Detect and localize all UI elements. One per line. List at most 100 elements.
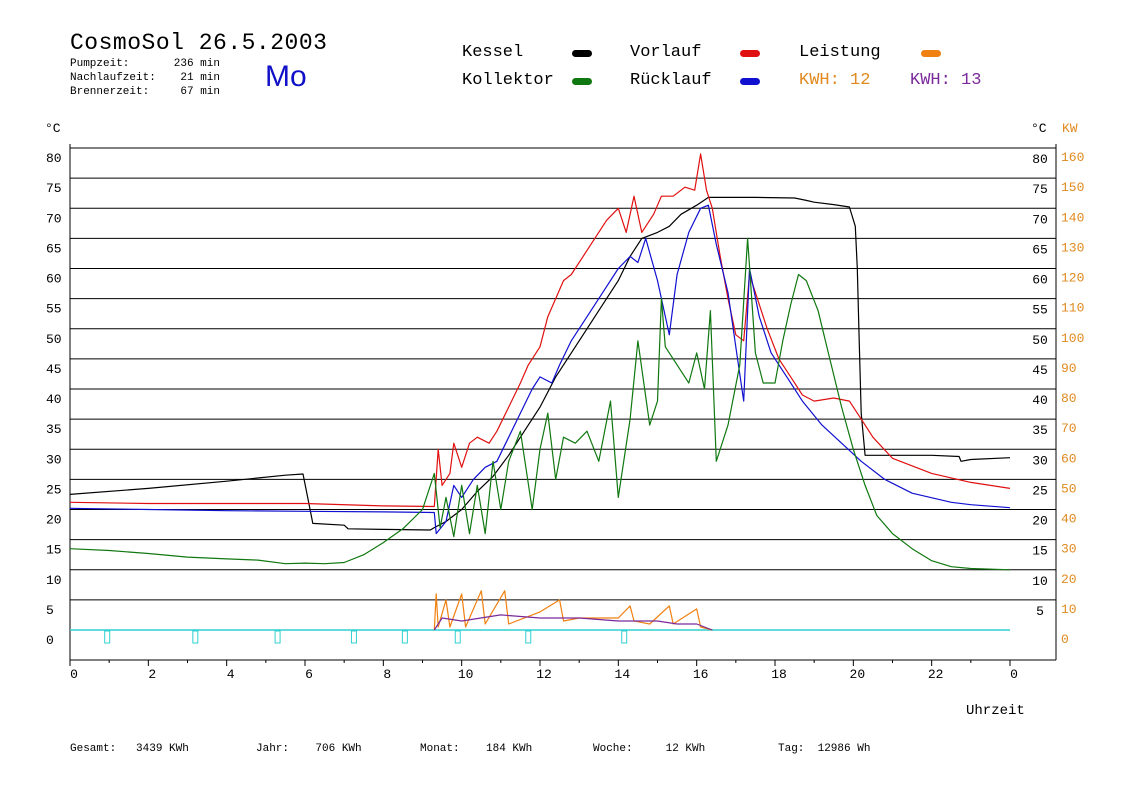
legend-kollektor-label: Kollektor bbox=[462, 71, 554, 90]
legend-kessel-swatch bbox=[572, 50, 592, 57]
y-tick-label-right: 15 bbox=[1032, 544, 1048, 559]
legend-leistung-swatch bbox=[921, 50, 941, 57]
y2-tick-label: 80 bbox=[1061, 391, 1077, 406]
legend-ruecklauf-label: Rücklauf bbox=[630, 71, 712, 90]
stat-label: Pumpzeit: bbox=[70, 58, 130, 70]
y-tick-label-right: 35 bbox=[1032, 423, 1048, 438]
y-tick-label-left: 75 bbox=[46, 181, 62, 196]
x-tick-label: 2 bbox=[148, 667, 156, 682]
y2-tick-label: 90 bbox=[1061, 361, 1077, 376]
stat-nachlaufzeit: Nachlaufzeit: 21 min bbox=[70, 72, 220, 84]
y-axis-unit-left: °C bbox=[45, 121, 61, 136]
legend-kessel-label: Kessel bbox=[462, 43, 524, 62]
y-tick-label-left: 30 bbox=[46, 452, 62, 467]
legend-ruecklauf-swatch bbox=[740, 78, 760, 85]
footer-gesamt: Gesamt: 3439 KWh bbox=[70, 743, 189, 755]
y-tick-label-left: 40 bbox=[46, 392, 62, 407]
x-tick-label: 12 bbox=[536, 667, 552, 682]
x-tick-label: 8 bbox=[383, 667, 391, 682]
y2-axis-unit: KW bbox=[1062, 121, 1078, 136]
y2-tick-label: 100 bbox=[1061, 331, 1084, 346]
x-tick-label: 0 bbox=[70, 667, 78, 682]
x-tick-label: 6 bbox=[305, 667, 313, 682]
weekday-label: Mo bbox=[265, 60, 307, 93]
x-tick-label: 16 bbox=[693, 667, 709, 682]
x-tick-label: 10 bbox=[458, 667, 474, 682]
y-tick-label-right: 70 bbox=[1032, 212, 1048, 227]
stat-pumpzeit: Pumpzeit: 236 min bbox=[70, 58, 220, 70]
y2-tick-label: 40 bbox=[1061, 512, 1077, 527]
footer-label: Monat: bbox=[420, 743, 460, 755]
pump-status-marker bbox=[401, 630, 408, 644]
stat-value: 67 min bbox=[180, 86, 220, 98]
y-tick-label-left: 25 bbox=[46, 482, 62, 497]
y2-tick-label: 160 bbox=[1061, 150, 1084, 165]
y2-tick-label: 130 bbox=[1061, 240, 1084, 255]
footer-jahr: Jahr: 706 KWh bbox=[256, 743, 362, 755]
y-tick-label-right: 75 bbox=[1032, 182, 1048, 197]
pump-status-marker bbox=[104, 630, 111, 644]
x-tick-label: 20 bbox=[850, 667, 866, 682]
footer-label: Jahr: bbox=[256, 743, 290, 755]
y2-tick-label: 10 bbox=[1061, 602, 1077, 617]
footer-monat: Monat: 184 KWh bbox=[420, 743, 532, 755]
y-tick-label-right: 25 bbox=[1032, 483, 1048, 498]
y-tick-label-right: 45 bbox=[1032, 363, 1048, 378]
y-tick-label-right: 55 bbox=[1032, 303, 1048, 318]
footer-label: Gesamt: bbox=[70, 743, 117, 755]
stat-brennerzeit: Brennerzeit: 67 min bbox=[70, 86, 220, 98]
y2-tick-label: 140 bbox=[1061, 210, 1084, 225]
legend-leistung-label: Leistung bbox=[799, 43, 881, 62]
y2-tick-label: 20 bbox=[1061, 572, 1077, 587]
x-tick-label: 0 bbox=[1010, 667, 1018, 682]
chart-title: CosmoSol 26.5.2003 bbox=[70, 30, 328, 56]
y-tick-label-right: 50 bbox=[1032, 333, 1048, 348]
series-line-kwh bbox=[433, 614, 713, 631]
y-tick-label-left: 15 bbox=[46, 543, 62, 558]
pump-status-marker bbox=[621, 630, 628, 644]
legend-kollektor-swatch bbox=[572, 78, 592, 85]
y-tick-label-left: 35 bbox=[46, 422, 62, 437]
x-axis-label: Uhrzeit bbox=[966, 703, 1025, 719]
y-tick-label-left: 10 bbox=[46, 573, 62, 588]
footer-value: 12986 Wh bbox=[817, 743, 871, 755]
stat-label: Nachlaufzeit: bbox=[70, 72, 156, 84]
y2-tick-label: 70 bbox=[1061, 421, 1077, 436]
x-tick-label: 4 bbox=[227, 667, 235, 682]
y-tick-label-left: 45 bbox=[46, 362, 62, 377]
y-tick-label-right: 40 bbox=[1032, 393, 1048, 408]
x-tick-label: 14 bbox=[615, 667, 631, 682]
footer-value: 3439 KWh bbox=[136, 743, 189, 755]
kwh1-value: 12 bbox=[850, 71, 871, 90]
pump-status-marker bbox=[274, 630, 281, 644]
footer-woche: Woche: 12 KWh bbox=[593, 743, 705, 755]
y-tick-label-right: 60 bbox=[1032, 273, 1048, 288]
y-tick-label-right: 10 bbox=[1032, 574, 1048, 589]
stat-value: 21 min bbox=[180, 72, 220, 84]
kwh1-label: KWH: bbox=[799, 71, 840, 90]
x-tick-label: 22 bbox=[928, 667, 944, 682]
legend-kwh1: KWH: 12 bbox=[799, 71, 870, 90]
y-tick-label-left: 5 bbox=[46, 603, 54, 618]
pump-status-marker bbox=[350, 630, 357, 644]
series-line-kessel bbox=[69, 196, 1011, 531]
y-tick-label-left: 55 bbox=[46, 302, 62, 317]
pump-status-marker bbox=[525, 630, 532, 644]
y-tick-label-left: 60 bbox=[46, 272, 62, 287]
y-tick-label-right: 5 bbox=[1036, 604, 1044, 619]
kwh2-value: 13 bbox=[961, 71, 982, 90]
y2-tick-label: 150 bbox=[1061, 180, 1084, 195]
footer-value: 706 KWh bbox=[315, 743, 362, 755]
footer-label: Woche: bbox=[593, 743, 633, 755]
kwh2-label: KWH: bbox=[910, 71, 951, 90]
legend-vorlauf-label: Vorlauf bbox=[630, 43, 702, 62]
y-axis-unit-right: °C bbox=[1031, 121, 1047, 136]
y-tick-label-right: 30 bbox=[1032, 453, 1048, 468]
x-tick-label: 18 bbox=[771, 667, 787, 682]
y-tick-label-left: 80 bbox=[46, 151, 62, 166]
y-tick-label-left: 20 bbox=[46, 513, 62, 528]
pump-status-marker bbox=[192, 630, 199, 644]
y2-tick-label: 50 bbox=[1061, 481, 1077, 496]
series-line-vorlauf bbox=[69, 153, 1011, 508]
series-line-kollektor bbox=[69, 237, 1011, 571]
